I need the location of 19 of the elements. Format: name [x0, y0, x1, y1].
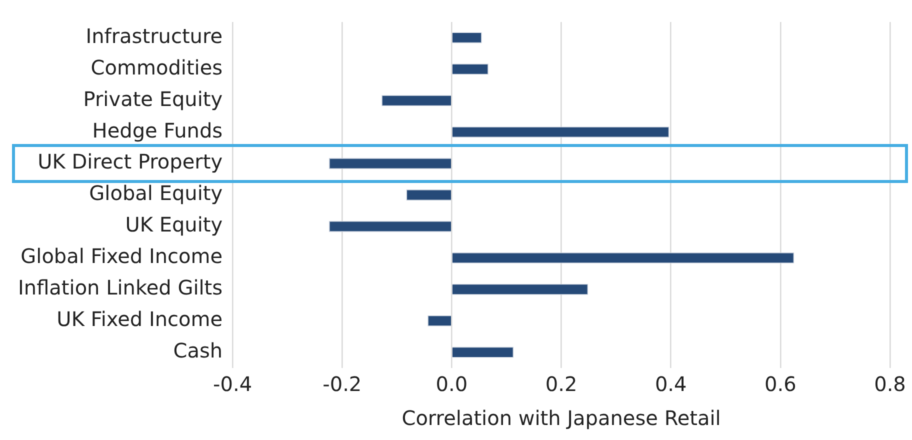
x-tick-label: 0.4 — [654, 372, 687, 396]
x-tick-label: -0.2 — [322, 372, 362, 396]
y-tick-label: Inflation Linked Gilts — [18, 276, 223, 300]
y-tick-label: Hedge Funds — [92, 118, 223, 142]
x-tick-label: 0.6 — [764, 372, 796, 396]
x-axis-title: Correlation with Japanese Retail — [402, 406, 721, 430]
x-tick-label: 0.2 — [545, 372, 578, 396]
x-tick-label: 0.0 — [436, 372, 468, 396]
y-tick-label: Private Equity — [83, 86, 223, 111]
y-tick-label: Infrastructure — [86, 24, 223, 48]
x-tick-label: 0.8 — [874, 372, 906, 396]
x-tick-label: -0.4 — [213, 372, 252, 396]
y-tick-label: UK Equity — [125, 212, 223, 237]
y-tick-label: Global Equity — [89, 181, 223, 206]
y-tick-label: Global Fixed Income — [20, 244, 223, 268]
y-tick-label: Commodities — [90, 55, 223, 80]
y-tick-label: UK Fixed Income — [56, 307, 223, 332]
y-tick-label: UK Direct Property — [38, 150, 223, 174]
y-tick-label: Cash — [173, 338, 223, 362]
